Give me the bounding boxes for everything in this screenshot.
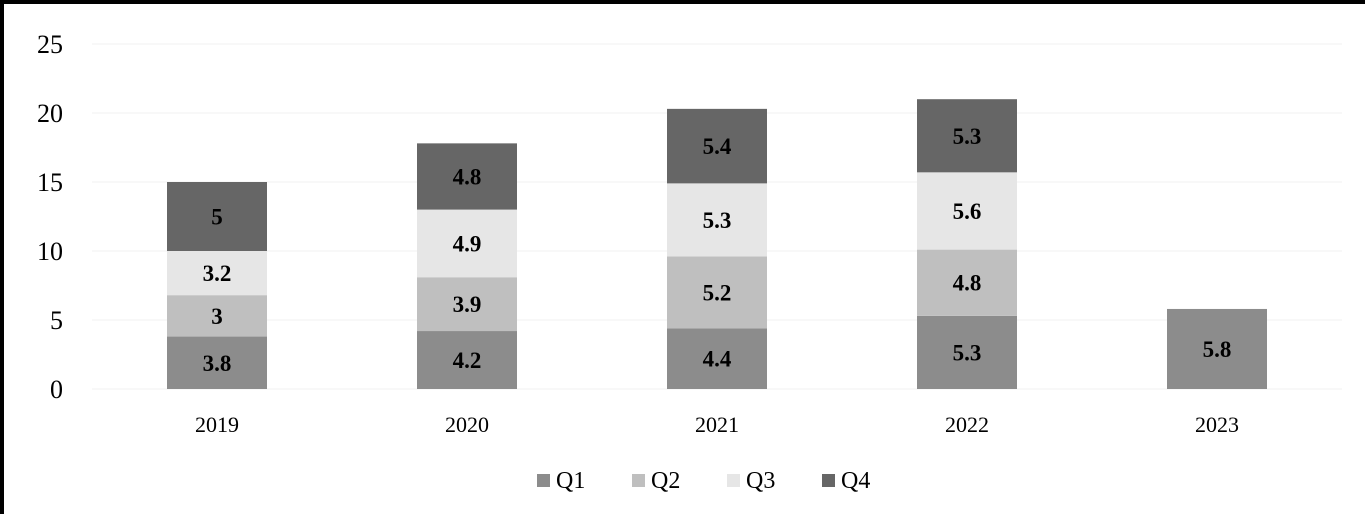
data-label-q2-2021: 5.2 [703, 280, 732, 305]
bar-q3-2019 [167, 251, 267, 296]
legend-swatch-q1 [537, 474, 550, 487]
x-tick-label-2020: 2020 [445, 412, 489, 437]
data-label-q1-2020: 4.2 [453, 348, 482, 373]
y-tick-label: 0 [50, 375, 63, 404]
legend-swatch-q4 [822, 474, 835, 487]
bar-q4-2021 [667, 108, 767, 184]
y-axis: 0 5 10 15 20 25 [37, 30, 63, 404]
data-label-q1-2019: 3.8 [203, 351, 232, 376]
data-label-q4-2019: 5 [211, 205, 223, 230]
legend-label-q2: Q2 [651, 468, 680, 494]
data-label-q2-2020: 3.9 [453, 292, 482, 317]
data-label-q3-2019: 3.2 [203, 261, 232, 286]
bar-q2-2020 [417, 277, 517, 332]
bar-q3-2022 [917, 172, 1017, 250]
y-tick-label: 5 [50, 306, 63, 335]
data-label-q1-2021: 4.4 [703, 347, 732, 372]
x-tick-label-2022: 2022 [945, 412, 989, 437]
bar-q4-2020 [417, 143, 517, 210]
data-label-q4-2021: 5.4 [703, 134, 732, 159]
bar-q4-2022 [917, 99, 1017, 173]
data-label-q3-2022: 5.6 [953, 199, 982, 224]
bars: 3.8 3 3.2 5 4.2 3.9 4.9 4.8 4.4 5.2 5.3 5.4 5.3 4.8 5.… [167, 99, 1267, 389]
bar-q2-2021 [667, 256, 767, 329]
y-tick-label: 10 [37, 237, 63, 266]
bar-q1-2021 [667, 328, 767, 389]
data-label-q2-2019: 3 [211, 304, 223, 329]
legend: Q1 Q2 Q3 Q4 [537, 468, 870, 494]
data-label-q1-2022: 5.3 [953, 340, 982, 365]
x-tick-label-2023: 2023 [1195, 412, 1239, 437]
bar-q4-2019 [167, 182, 267, 251]
bar-q2-2022 [917, 249, 1017, 316]
x-tick-label-2019: 2019 [195, 412, 239, 437]
legend-label-q3: Q3 [746, 468, 775, 494]
legend-label-q4: Q4 [841, 468, 870, 494]
y-tick-label: 15 [37, 168, 63, 197]
bar-q1-2023 [1167, 308, 1267, 389]
data-label-q3-2020: 4.9 [453, 231, 482, 256]
data-label-q3-2021: 5.3 [703, 208, 732, 233]
y-tick-label: 20 [37, 99, 63, 128]
bar-q3-2020 [417, 209, 517, 278]
bar-q1-2022 [917, 315, 1017, 389]
x-axis: 2019 2020 2021 2022 2023 [195, 412, 1239, 437]
y-tick-label: 25 [37, 30, 63, 59]
bar-q1-2020 [417, 331, 517, 389]
legend-swatch-q2 [632, 474, 645, 487]
data-label-q1-2023: 5.8 [1203, 337, 1232, 362]
data-label-q4-2020: 4.8 [453, 164, 482, 189]
data-label-q2-2022: 4.8 [953, 271, 982, 296]
legend-swatch-q3 [727, 474, 740, 487]
x-tick-label-2021: 2021 [695, 412, 739, 437]
bar-q3-2021 [667, 183, 767, 257]
bar-q1-2019 [167, 336, 267, 389]
data-label-q4-2022: 5.3 [953, 124, 982, 149]
legend-label-q1: Q1 [556, 468, 585, 494]
bar-q2-2019 [167, 295, 267, 337]
